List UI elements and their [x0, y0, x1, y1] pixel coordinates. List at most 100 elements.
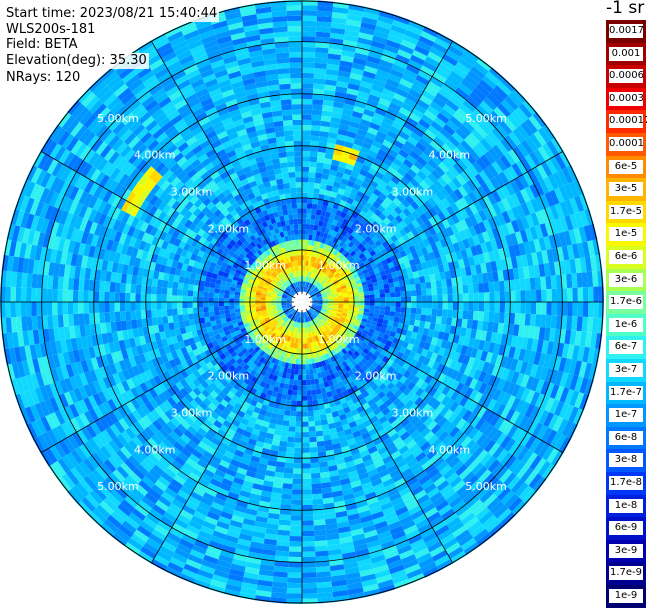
range-gate-cell	[406, 117, 419, 128]
range-gate-cell	[441, 385, 451, 396]
range-gate-cell	[294, 437, 302, 443]
range-gate-cell	[351, 110, 364, 119]
range-gate-cell	[335, 285, 341, 289]
range-gate-cell	[533, 440, 546, 456]
range-gate-cell	[315, 246, 320, 253]
range-gate-cell	[62, 314, 69, 327]
range-gate-cell	[244, 447, 254, 456]
range-gate-cell	[318, 333, 323, 340]
range-gate-cell	[399, 78, 414, 89]
range-gate-cell	[50, 341, 58, 355]
range-gate-cell	[257, 413, 265, 421]
range-gate-cell	[515, 255, 524, 268]
range-gate-cell	[307, 321, 310, 328]
range-gate-cell	[222, 407, 232, 416]
range-gate-cell	[303, 281, 306, 287]
range-gate-cell	[368, 312, 374, 318]
range-gate-cell	[263, 480, 274, 488]
range-gate-cell	[378, 266, 385, 273]
range-gate-cell	[455, 504, 470, 517]
range-gate-cell	[363, 242, 371, 250]
range-gate-cell	[363, 354, 371, 362]
range-gate-cell	[354, 256, 361, 263]
range-gate-cell	[112, 469, 126, 483]
range-gate-cell	[168, 322, 175, 331]
range-gate-cell	[280, 430, 289, 437]
range-gate-cell	[381, 407, 391, 416]
range-gate-cell	[328, 351, 334, 358]
range-gate-cell	[255, 308, 262, 312]
range-gate-cell	[461, 512, 476, 526]
range-gate-cell	[359, 427, 369, 436]
range-gate-cell	[311, 358, 315, 364]
range-gate-cell	[16, 361, 26, 378]
range-gate-cell	[564, 215, 574, 231]
range-gate-cell	[176, 334, 184, 343]
range-gate-cell	[437, 221, 446, 232]
range-gate-cell	[284, 467, 294, 474]
range-gate-cell	[193, 579, 211, 590]
range-gate-cell	[66, 470, 80, 486]
range-gate-cell	[413, 174, 424, 185]
range-gate-cell	[462, 355, 471, 366]
range-gate-cell	[334, 399, 342, 406]
range-gate-cell	[513, 347, 521, 360]
range-gate-cell	[282, 307, 288, 311]
range-gate-cell	[376, 102, 389, 112]
range-gate-cell	[449, 521, 465, 534]
range-gate-cell	[284, 362, 289, 369]
range-gate-cell	[387, 464, 399, 474]
range-gate-cell	[429, 76, 444, 88]
range-gate-cell	[390, 292, 396, 298]
range-gate-cell	[500, 184, 511, 198]
range-gate-cell	[59, 407, 70, 423]
range-gate-cell	[243, 322, 250, 328]
range-gate-cell	[316, 157, 325, 164]
range-gate-cell	[382, 157, 393, 167]
range-gate-cell	[419, 276, 426, 284]
range-gate-cell	[408, 403, 419, 413]
range-gate-cell	[309, 447, 318, 453]
range-gate-cell	[187, 439, 198, 450]
range-gate-cell	[94, 323, 102, 335]
range-gate-cell	[223, 501, 236, 510]
range-gate-cell	[387, 374, 396, 383]
range-gate-cell	[446, 216, 456, 227]
range-gate-cell	[254, 473, 266, 481]
range-gate-cell	[197, 346, 205, 354]
range-gate-cell	[410, 416, 420, 426]
range-gate-cell	[523, 417, 534, 433]
range-gate-cell	[310, 352, 314, 359]
range-gate-cell	[57, 314, 64, 328]
range-gate-cell	[344, 566, 360, 575]
range-gate-cell	[307, 288, 312, 294]
range-gate-cell	[360, 239, 368, 247]
range-gate-cell	[247, 438, 257, 446]
range-gate-cell	[380, 450, 391, 460]
range-gate-cell	[308, 172, 316, 178]
range-gate-cell	[364, 361, 372, 369]
range-gate-cell	[207, 402, 217, 412]
range-gate-cell	[211, 324, 218, 331]
range-gate-cell	[121, 478, 135, 492]
range-gate-cell	[112, 408, 123, 422]
range-gate-cell	[321, 273, 327, 279]
range-gate-cell	[311, 336, 315, 343]
range-gate-cell	[302, 432, 310, 438]
range-gate-cell	[167, 315, 174, 324]
range-gate-cell	[275, 365, 282, 372]
range-gate-cell	[387, 261, 395, 269]
range-gate-cell	[198, 312, 205, 319]
range-gate-cell	[279, 326, 284, 332]
range-gate-cell	[395, 506, 409, 517]
range-gate-cell	[286, 588, 302, 594]
range-gate-cell	[363, 326, 371, 332]
range-gate-cell	[382, 319, 389, 325]
range-gate-cell	[433, 456, 445, 468]
range-gate-cell	[262, 346, 269, 353]
range-gate-cell	[448, 135, 461, 148]
range-gate-cell	[398, 463, 410, 474]
range-gate-cell	[576, 316, 583, 332]
range-gate-cell	[384, 111, 397, 122]
range-gate-cell	[315, 351, 320, 358]
